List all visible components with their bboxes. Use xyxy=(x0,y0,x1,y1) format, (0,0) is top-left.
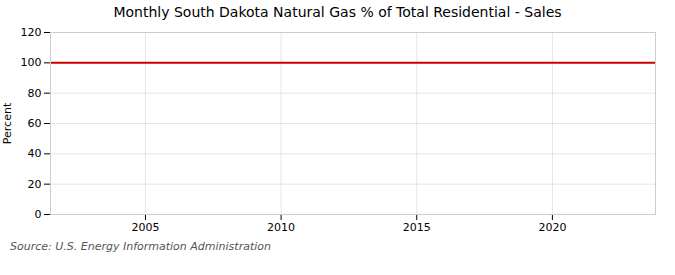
svg-text:2020: 2020 xyxy=(538,221,566,234)
svg-text:20: 20 xyxy=(28,178,42,191)
svg-text:Percent: Percent xyxy=(1,102,14,144)
svg-text:2010: 2010 xyxy=(267,221,295,234)
svg-text:2005: 2005 xyxy=(131,221,159,234)
svg-text:60: 60 xyxy=(28,117,42,130)
svg-text:0: 0 xyxy=(35,208,42,221)
svg-text:2015: 2015 xyxy=(403,221,431,234)
html-text:Monthly South Dakota Natural G: Monthly South Dakota Natural Gas % of To… xyxy=(113,4,562,20)
svg-text:80: 80 xyxy=(28,87,42,100)
html-text:Source: U.S. Energy Informatio: Source: U.S. Energy Information Administ… xyxy=(10,240,271,253)
svg-text:120: 120 xyxy=(21,26,42,39)
svg-text:100: 100 xyxy=(21,56,42,69)
svg-text:40: 40 xyxy=(28,147,42,160)
